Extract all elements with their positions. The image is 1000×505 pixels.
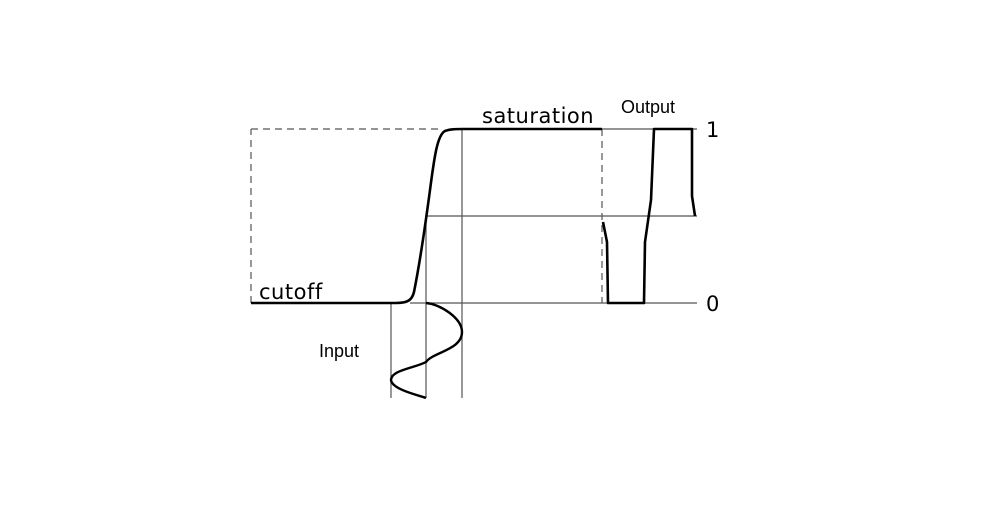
input-sine-wave [389, 301, 464, 400]
input-label: Input [319, 341, 359, 361]
transfer-curve [251, 127, 602, 305]
guide-lines [390, 128, 697, 398]
saturation-label: saturation [482, 104, 594, 128]
cutoff-label: cutoff [259, 280, 323, 304]
output-waveform [601, 127, 697, 305]
level-high-label: 1 [706, 118, 719, 142]
output-label: Output [621, 97, 675, 117]
level-low-label: 0 [706, 292, 719, 316]
